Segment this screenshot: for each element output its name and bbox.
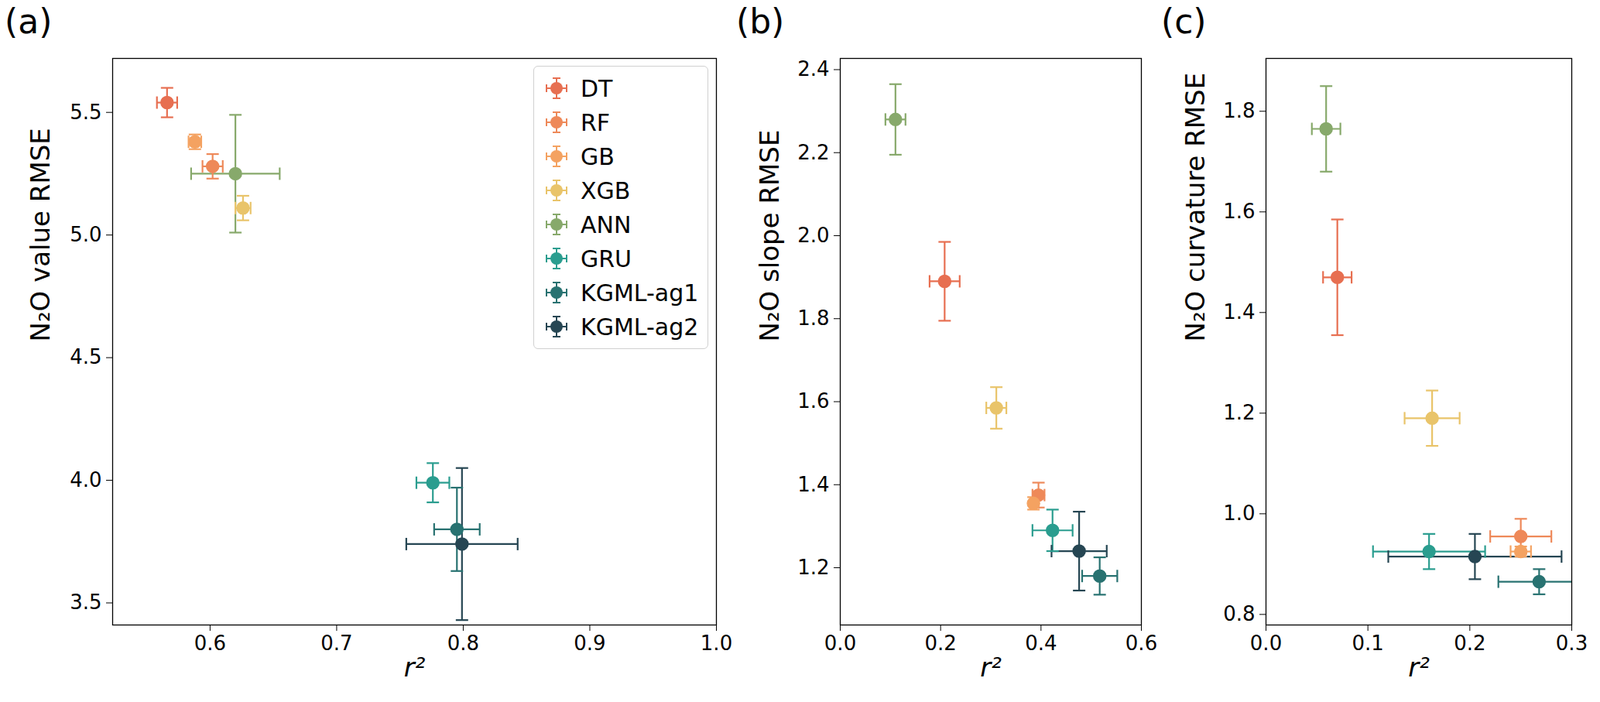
svg-text:0.2: 0.2 — [1453, 631, 1486, 655]
svg-text:1.6: 1.6 — [797, 389, 830, 413]
html-text:GRU: GRU — [580, 244, 632, 273]
svg-text:4.5: 4.5 — [69, 345, 102, 369]
svg-text:1.6: 1.6 — [1223, 199, 1255, 223]
svg-text:3.5: 3.5 — [69, 590, 102, 614]
svg-text:4.0: 4.0 — [69, 468, 102, 492]
svg-text:1.4: 1.4 — [1223, 300, 1255, 324]
svg-text:0.2: 0.2 — [924, 631, 956, 655]
svg-text:r²: r² — [979, 651, 1002, 683]
html-text:GB: GB — [580, 142, 615, 170]
svg-text:r²: r² — [1408, 651, 1430, 683]
svg-text:N₂O curvature RMSE: N₂O curvature RMSE — [1179, 72, 1211, 343]
svg-text:1.4: 1.4 — [797, 472, 830, 497]
svg-text:0.8: 0.8 — [1223, 602, 1255, 626]
html-text:RF: RF — [580, 108, 611, 136]
svg-text:0.6: 0.6 — [194, 631, 227, 655]
html-text:XGB: XGB — [580, 176, 631, 204]
html-text:DT: DT — [580, 74, 613, 102]
svg-text:1.0: 1.0 — [1223, 501, 1255, 525]
svg-text:0.4: 0.4 — [1024, 631, 1057, 655]
svg-text:2.0: 2.0 — [797, 223, 830, 247]
svg-text:0.6: 0.6 — [1125, 631, 1158, 655]
svg-text:0.9: 0.9 — [573, 631, 606, 655]
svg-text:r²: r² — [404, 651, 426, 683]
svg-text:1.0: 1.0 — [700, 631, 733, 655]
svg-text:2.4: 2.4 — [797, 57, 830, 81]
html-text:(c): (c) — [1161, 1, 1207, 42]
html-text:KGML-ag1: KGML-ag1 — [580, 279, 699, 307]
svg-text:0.8: 0.8 — [447, 631, 480, 655]
html-text:(b): (b) — [736, 1, 785, 42]
svg-text:5.0: 5.0 — [69, 222, 102, 247]
svg-text:1.2: 1.2 — [1223, 400, 1255, 425]
svg-text:0.0: 0.0 — [824, 631, 857, 655]
svg-text:1.8: 1.8 — [1223, 99, 1255, 123]
html-text:(a): (a) — [4, 1, 53, 42]
svg-text:0.7: 0.7 — [320, 631, 353, 655]
svg-text:0.1: 0.1 — [1351, 631, 1384, 655]
svg-text:2.2: 2.2 — [797, 140, 830, 165]
svg-text:1.2: 1.2 — [797, 555, 830, 580]
html-text:ANN: ANN — [580, 210, 632, 239]
svg-text:N₂O value RMSE: N₂O value RMSE — [24, 127, 56, 342]
svg-text:0.3: 0.3 — [1555, 631, 1588, 655]
svg-text:5.5: 5.5 — [69, 100, 102, 124]
svg-text:1.8: 1.8 — [797, 306, 830, 330]
svg-text:0.0: 0.0 — [1250, 631, 1282, 655]
html-text:KGML-ag2: KGML-ag2 — [580, 313, 699, 341]
svg-text:N₂O slope RMSE: N₂O slope RMSE — [753, 130, 785, 343]
